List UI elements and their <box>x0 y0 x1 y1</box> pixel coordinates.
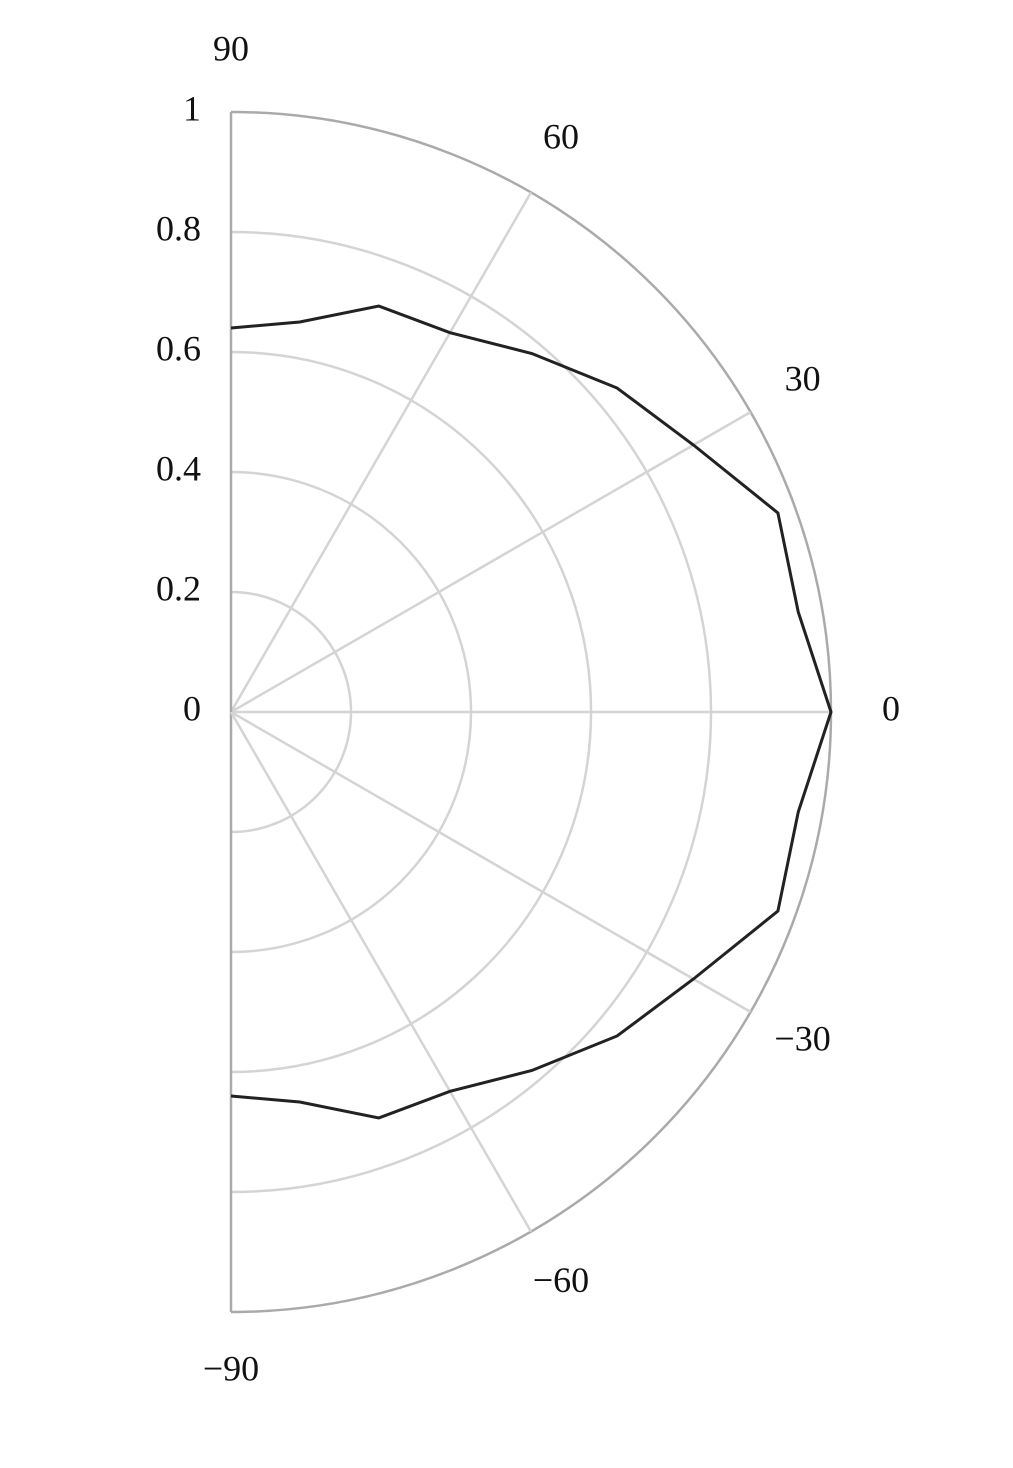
grid-spoke <box>229 711 533 1233</box>
r-tick-label: 0.8 <box>156 208 201 248</box>
r-tick-label: 0.2 <box>156 568 201 608</box>
r-tick-label: 0.4 <box>156 448 201 488</box>
r-tick-label: 1 <box>183 88 201 128</box>
grid-spoke <box>229 191 533 713</box>
r-tick-label: 0.6 <box>156 328 201 368</box>
grid-spoke <box>230 410 752 714</box>
grid-spoke <box>230 710 752 1014</box>
data-line <box>230 304 833 1120</box>
theta-tick-label: 30 <box>785 358 821 398</box>
theta-tick-label: 60 <box>543 117 579 157</box>
theta-tick-label: −30 <box>774 1018 830 1058</box>
theta-tick-label: −90 <box>203 1348 259 1388</box>
theta-tick-label: 90 <box>213 28 249 68</box>
r-tick-label: 0 <box>183 688 201 728</box>
theta-tick-label: −60 <box>533 1260 589 1300</box>
theta-tick-label: 0 <box>882 688 900 728</box>
